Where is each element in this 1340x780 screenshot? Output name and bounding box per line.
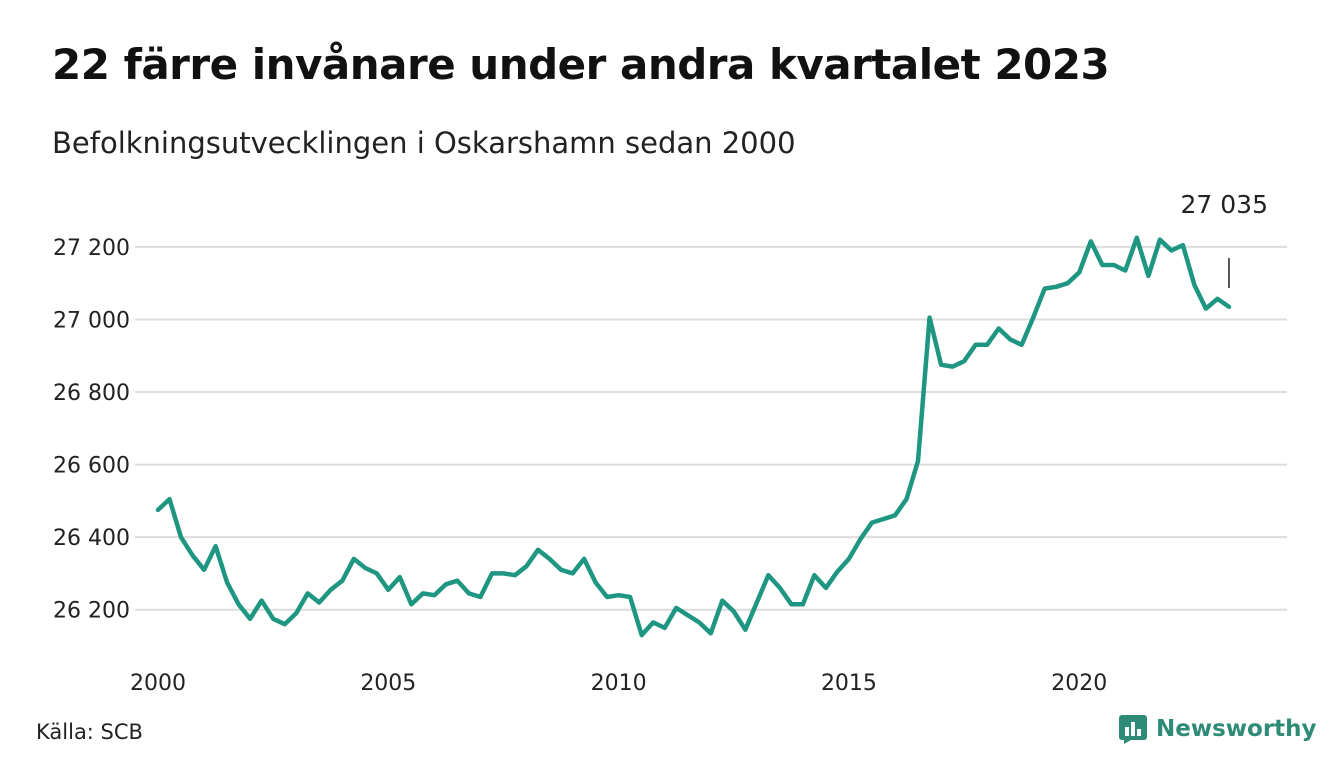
chart-title: 22 färre invånare under andra kvartalet … [52, 40, 1110, 89]
annotation-layer: 27 035 [1181, 190, 1268, 288]
y-tick-label: 27 200 [53, 236, 130, 261]
brand-name: Newsworthy [1156, 716, 1317, 742]
x-tick-label: 2005 [360, 671, 416, 696]
x-tick-label: 2010 [591, 671, 647, 696]
grid-layer [135, 245, 1287, 611]
x-axis-ticks: 2000 2005 2010 2015 2020 [130, 671, 1107, 696]
x-tick-label: 2015 [821, 671, 877, 696]
annotation-label: 27 035 [1181, 190, 1268, 219]
y-tick-label: 26 200 [53, 599, 130, 624]
y-tick-label: 27 000 [53, 308, 130, 333]
series-layer [155, 235, 1232, 638]
x-tick-label: 2020 [1051, 671, 1107, 696]
series-line [155, 235, 1232, 638]
chart-subtitle: Befolkningsutvecklingen i Oskarshamn sed… [52, 126, 796, 160]
newsworthy-logo-icon [1119, 715, 1147, 744]
line-chart: 26 200 26 400 26 600 26 800 27 000 27 200 200… [53, 190, 1287, 696]
y-tick-label: 26 800 [53, 381, 130, 406]
x-tick-label: 2000 [130, 671, 186, 696]
brand-logo: Newsworthy [1118, 714, 1317, 744]
y-tick-label: 26 400 [53, 526, 130, 551]
y-axis-ticks: 26 200 26 400 26 600 26 800 27 000 27 200 [53, 236, 130, 624]
y-tick-label: 26 600 [53, 454, 130, 479]
source-label: Källa: SCB [36, 720, 143, 744]
